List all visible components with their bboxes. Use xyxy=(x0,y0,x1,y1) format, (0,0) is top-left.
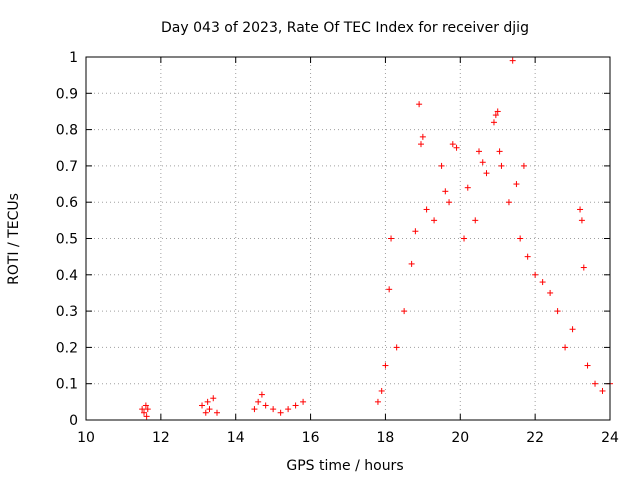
data-point xyxy=(577,206,584,213)
data-point xyxy=(143,413,150,420)
data-point xyxy=(401,308,408,315)
data-point xyxy=(423,206,430,213)
data-point xyxy=(494,108,501,115)
data-point xyxy=(141,409,148,416)
data-point xyxy=(492,112,499,119)
data-point xyxy=(472,217,479,224)
data-point xyxy=(382,362,389,369)
data-point xyxy=(464,184,471,191)
data-point xyxy=(204,398,211,405)
grid-lines xyxy=(86,57,610,420)
data-point xyxy=(277,409,284,416)
data-point xyxy=(513,181,520,188)
x-tick-label: 16 xyxy=(302,430,320,446)
data-point xyxy=(388,235,395,242)
data-point xyxy=(517,235,524,242)
data-point xyxy=(419,133,426,140)
data-point xyxy=(386,286,393,293)
x-tick-label: 20 xyxy=(451,430,469,446)
data-point xyxy=(580,264,587,271)
data-point xyxy=(498,162,505,169)
data-point xyxy=(258,391,265,398)
x-tick-label: 14 xyxy=(227,430,245,446)
data-point xyxy=(300,398,307,405)
x-tick-label: 18 xyxy=(377,430,395,446)
x-tick-label: 12 xyxy=(152,430,170,446)
y-tick-label: 0.3 xyxy=(56,304,78,320)
data-point xyxy=(408,260,415,267)
plot-frame xyxy=(85,56,611,421)
data-point xyxy=(592,380,599,387)
y-tick-label: 0.2 xyxy=(56,340,78,356)
data-point xyxy=(554,308,561,315)
data-point xyxy=(562,344,569,351)
data-point xyxy=(490,119,497,126)
data-point xyxy=(446,199,453,206)
data-point xyxy=(255,398,262,405)
data-point xyxy=(374,398,381,405)
data-point xyxy=(412,228,419,235)
data-point xyxy=(139,406,146,413)
data-point xyxy=(569,326,576,333)
data-point xyxy=(378,387,385,394)
data-point xyxy=(509,57,516,64)
x-axis-label: GPS time / hours xyxy=(286,458,403,474)
data-point xyxy=(202,409,209,416)
x-tick-label: 10 xyxy=(77,430,95,446)
x-tick-label: 24 xyxy=(601,430,619,446)
data-point xyxy=(539,279,546,286)
data-point xyxy=(547,289,554,296)
data-points xyxy=(139,57,613,420)
data-point xyxy=(417,141,424,148)
y-axis-label: ROTI / TECUs xyxy=(6,193,22,285)
data-point xyxy=(524,253,531,260)
data-point xyxy=(483,170,490,177)
data-point xyxy=(292,402,299,409)
data-point xyxy=(270,406,277,413)
data-point xyxy=(210,395,217,402)
data-point xyxy=(262,402,269,409)
data-point xyxy=(438,162,445,169)
data-point xyxy=(496,148,503,155)
data-point xyxy=(144,406,151,413)
axis-ticks: 10 12 14 16 18 20 22 24 0 0.1 0.2 0.3 0.4 0.5 0.6 0.7 0.… xyxy=(56,50,619,446)
data-point xyxy=(393,344,400,351)
y-tick-label: 0.5 xyxy=(56,232,78,248)
y-tick-label: 0 xyxy=(69,413,78,429)
data-point xyxy=(199,402,206,409)
data-point xyxy=(461,235,468,242)
data-point xyxy=(251,406,258,413)
data-point xyxy=(520,162,527,169)
y-tick-label: 0.8 xyxy=(56,123,78,139)
data-point xyxy=(584,362,591,369)
data-point xyxy=(505,199,512,206)
data-point xyxy=(431,217,438,224)
data-point xyxy=(599,387,606,394)
data-point xyxy=(142,402,149,409)
data-point xyxy=(476,148,482,155)
y-tick-label: 0.7 xyxy=(56,159,78,175)
y-tick-label: 1 xyxy=(69,50,78,66)
data-point xyxy=(442,188,449,195)
x-tick-label: 22 xyxy=(526,430,544,446)
data-point xyxy=(416,101,423,108)
data-point xyxy=(214,409,220,416)
data-point xyxy=(532,271,539,278)
y-tick-label: 0.9 xyxy=(56,86,78,102)
data-point xyxy=(453,144,460,151)
data-point xyxy=(206,406,213,413)
data-point xyxy=(449,141,456,148)
data-point xyxy=(285,406,292,413)
data-point xyxy=(479,159,486,166)
y-tick-label: 0.1 xyxy=(56,377,78,393)
chart-title: Day 043 of 2023, Rate Of TEC Index for r… xyxy=(161,20,529,36)
data-point xyxy=(578,217,585,224)
y-tick-label: 0.4 xyxy=(56,268,78,284)
y-tick-label: 0.6 xyxy=(56,195,78,211)
